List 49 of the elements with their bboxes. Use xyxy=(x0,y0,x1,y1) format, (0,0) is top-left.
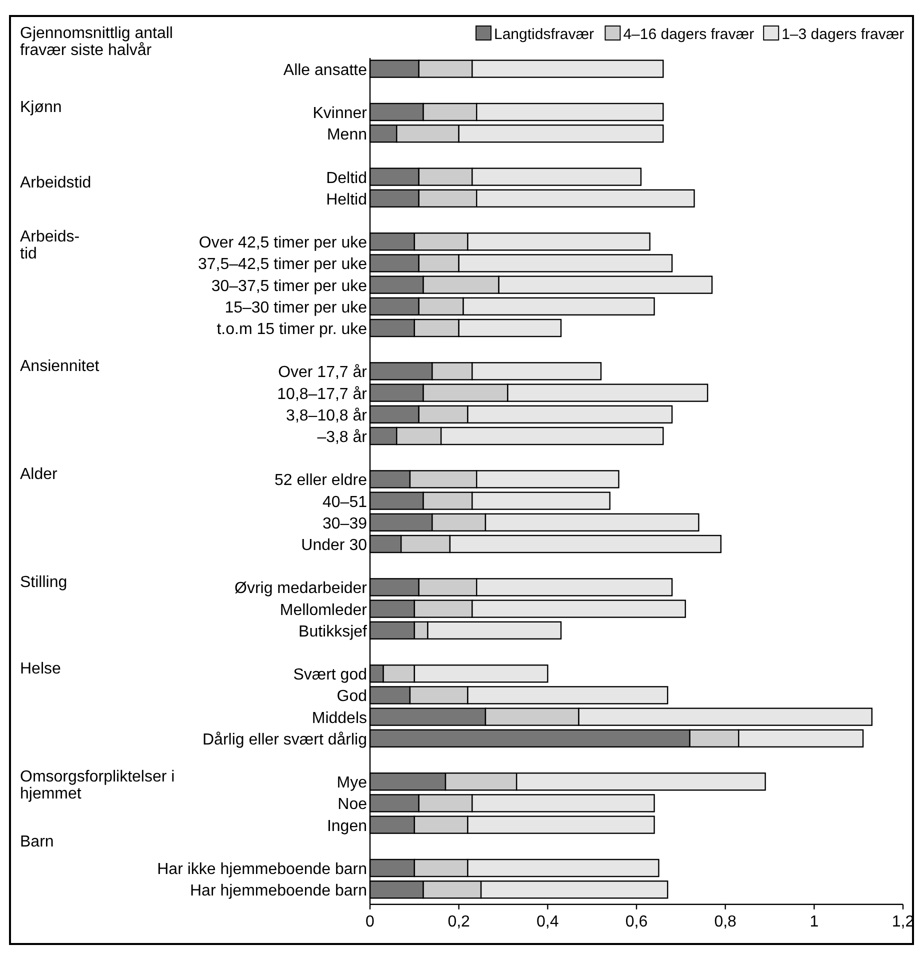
text: Ansiennitet xyxy=(20,358,100,376)
y-tick-label: 52 eller eldre xyxy=(274,472,368,490)
y-tick-label: Ingen xyxy=(326,818,367,835)
y-tick-label: Øvrig medarbeider xyxy=(234,580,368,598)
y-tick-label: Menn xyxy=(326,126,367,144)
y-tick-label: Kvinner xyxy=(312,105,368,122)
y-tick-label: 30–39 xyxy=(322,515,368,532)
y-tick-label: Mye xyxy=(336,774,368,792)
x-tick-label: 0 xyxy=(366,913,375,930)
y-tick-label: 37,5–42,5 timer per uke xyxy=(198,256,368,274)
text: Kjønn xyxy=(20,99,62,116)
y-tick-label: 15–30 timer per uke xyxy=(224,299,368,316)
x-tick-label: 0,2 xyxy=(448,913,470,930)
y-tick-label: Over 17,7 år xyxy=(278,364,368,382)
y-tick-label: Har ikke hjemmeboende barn xyxy=(157,861,367,878)
y-tick-label: Middels xyxy=(312,710,367,727)
text: Barn xyxy=(20,833,54,850)
y-tick-label: Heltid xyxy=(326,191,367,208)
x-tick-label: 0,8 xyxy=(714,913,737,930)
y-tick-label: Har hjemmeboende barn xyxy=(190,882,367,900)
y-tick-label: Over 42,5 timer per uke xyxy=(198,234,368,252)
text: Arbeidstid xyxy=(20,174,92,192)
y-tick-label: 10,8–17,7 år xyxy=(277,386,368,403)
y-tick-label: Under 30 xyxy=(301,537,368,554)
x-tick-label: 0,4 xyxy=(536,913,559,930)
y-tick-label: Deltid xyxy=(326,170,367,187)
text: Arbeids- tid xyxy=(20,228,80,263)
y-tick-label: t.o.m 15 timer pr. uke xyxy=(216,321,368,338)
y-tick-label: Butikksjef xyxy=(298,623,368,640)
text: Omsorgsforpliktelser i hjemmet xyxy=(20,768,175,803)
text: Helse xyxy=(20,660,62,678)
y-tick-label: 30–37,5 timer per uke xyxy=(211,278,368,295)
y-tick-label: Noe xyxy=(338,796,368,814)
legend-label: 1–3 dagers fravær xyxy=(782,26,904,43)
legend-label: 4–16 dagers fravær xyxy=(623,26,754,43)
x-tick-label: 0,6 xyxy=(625,913,648,930)
x-tick-label: 1 xyxy=(810,913,819,930)
y-tick-label: Dårlig eller svært dårlig xyxy=(202,731,367,748)
y-tick-label: Svært god xyxy=(293,666,367,684)
legend-label: Langtidsfravær xyxy=(494,26,594,43)
text: Gjennomsnittlig antall fravær siste halvår xyxy=(20,25,173,59)
y-tick-label: Mellomleder xyxy=(280,602,368,619)
text: Stilling xyxy=(20,574,68,592)
y-tick-label: God xyxy=(336,688,367,706)
text: Alder xyxy=(20,466,58,484)
y-tick-label: Alle ansatte xyxy=(283,62,368,79)
y-tick-label: 40–51 xyxy=(322,494,368,511)
y-tick-label: –3,8 år xyxy=(317,429,368,446)
y-tick-label: 3,8–10,8 år xyxy=(286,407,368,424)
